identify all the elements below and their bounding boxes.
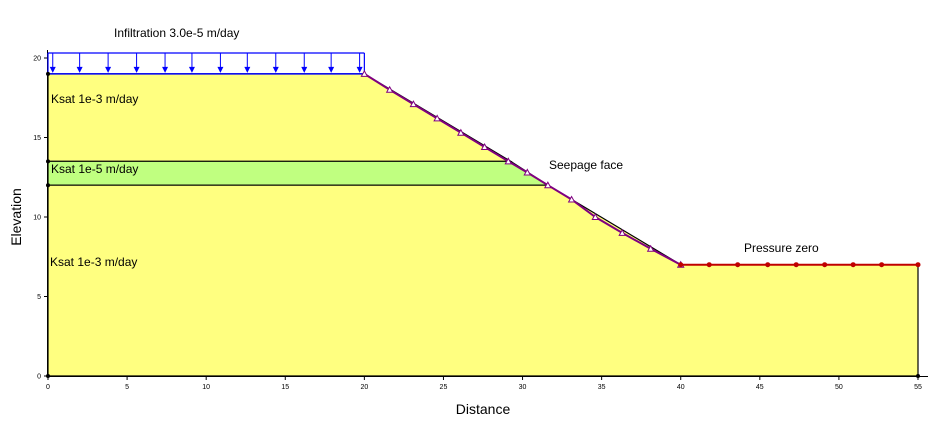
infiltration-arrow-head <box>105 66 112 73</box>
vertex-node <box>46 374 50 378</box>
x-tick-label: 0 <box>46 384 50 391</box>
seepage-face-marker <box>618 228 627 236</box>
seepage-face-label: Seepage face <box>549 158 623 172</box>
y-axis-ticks: 0 5 10 15 20 <box>33 56 48 381</box>
seepage-face-marker <box>646 244 655 252</box>
pressure-zero-marker <box>879 262 885 268</box>
infiltration-arrow-head <box>328 66 335 73</box>
seepage-face-marker <box>385 85 394 93</box>
pressure-zero-marker <box>850 262 856 268</box>
vertex-node <box>916 374 920 378</box>
x-tick-label: 15 <box>281 384 289 391</box>
boundary-conditions <box>46 52 921 378</box>
y-tick-label: 15 <box>33 135 41 142</box>
vertex-node <box>46 71 50 76</box>
x-tick-label: 45 <box>756 384 764 391</box>
annotation-labels: Infiltration 3.0e-5 m/day Ksat 1e-3 m/da… <box>50 26 819 269</box>
x-tick-label: 5 <box>125 384 129 391</box>
x-tick-label: 20 <box>360 384 368 391</box>
seepage-face-marker <box>544 181 552 189</box>
pressure-zero-marker <box>735 262 741 268</box>
seepage-face-marker <box>591 212 600 220</box>
pressure-zero-marker <box>706 262 712 268</box>
pressure-zero-marker <box>678 262 684 268</box>
x-tick-label: 25 <box>440 384 448 391</box>
y-axis-title: Elevation <box>8 188 24 246</box>
x-tick-label: 55 <box>914 384 922 391</box>
middle-layer-label: Ksat 1e-5 m/day <box>51 162 138 176</box>
soil-regions <box>47 73 919 377</box>
x-tick-label: 35 <box>598 384 606 391</box>
infiltration-arrow-head <box>272 66 279 73</box>
seepage-face-marker <box>360 69 369 77</box>
infiltration-label: Infiltration 3.0e-5 m/day <box>114 26 239 40</box>
infiltration-arrow-head <box>301 66 308 73</box>
seepage-face-marker <box>567 195 576 203</box>
infiltration-arrow-head <box>217 66 224 73</box>
y-tick-label: 0 <box>37 374 41 381</box>
vertex-node <box>46 183 50 188</box>
x-tick-label: 40 <box>677 384 685 391</box>
pressure-zero-marker <box>765 262 771 268</box>
upper-layer-region <box>47 73 513 162</box>
y-tick-label: 20 <box>33 56 41 63</box>
x-tick-label: 30 <box>519 384 527 391</box>
infiltration-arrow-head <box>188 66 195 73</box>
x-tick-label: 10 <box>202 384 210 391</box>
lower-layer-region <box>47 184 919 377</box>
vertex-node <box>46 159 50 164</box>
upper-layer-label: Ksat 1e-3 m/day <box>51 92 138 106</box>
infiltration-arrow-head <box>49 66 56 73</box>
seepage-face-marker <box>523 168 532 176</box>
axes: 0 5 10 15 20 25 30 35 40 45 50 55 0 5 10 15 20 Distance… <box>8 50 928 417</box>
infiltration-arrow-head <box>76 66 83 73</box>
infiltration-arrow-head <box>162 66 169 73</box>
infiltration-arrow-head <box>244 66 251 73</box>
y-tick-label: 5 <box>37 294 41 301</box>
seepage-face-marker <box>433 114 441 122</box>
seepage-face-marker <box>409 100 418 108</box>
x-axis-title: Distance <box>456 401 511 417</box>
y-tick-label: 10 <box>33 215 41 222</box>
infiltration-arrow-head <box>356 66 363 73</box>
pressure-zero-marker <box>915 262 921 268</box>
seepage-face-marker <box>480 142 489 151</box>
seepage-face-line <box>363 73 682 266</box>
pressure-zero-marker <box>822 262 828 268</box>
seepage-face-marker <box>504 157 513 165</box>
x-axis-ticks: 0 5 10 15 20 25 30 35 40 45 50 55 <box>46 376 922 391</box>
lower-layer-label: Ksat 1e-3 m/day <box>50 255 137 269</box>
infiltration-arrow-head <box>133 66 140 73</box>
pressure-zero-label: Pressure zero <box>744 241 819 255</box>
x-tick-label: 50 <box>835 384 843 391</box>
seepage-face-marker <box>457 128 465 136</box>
pressure-zero-marker <box>793 262 799 268</box>
